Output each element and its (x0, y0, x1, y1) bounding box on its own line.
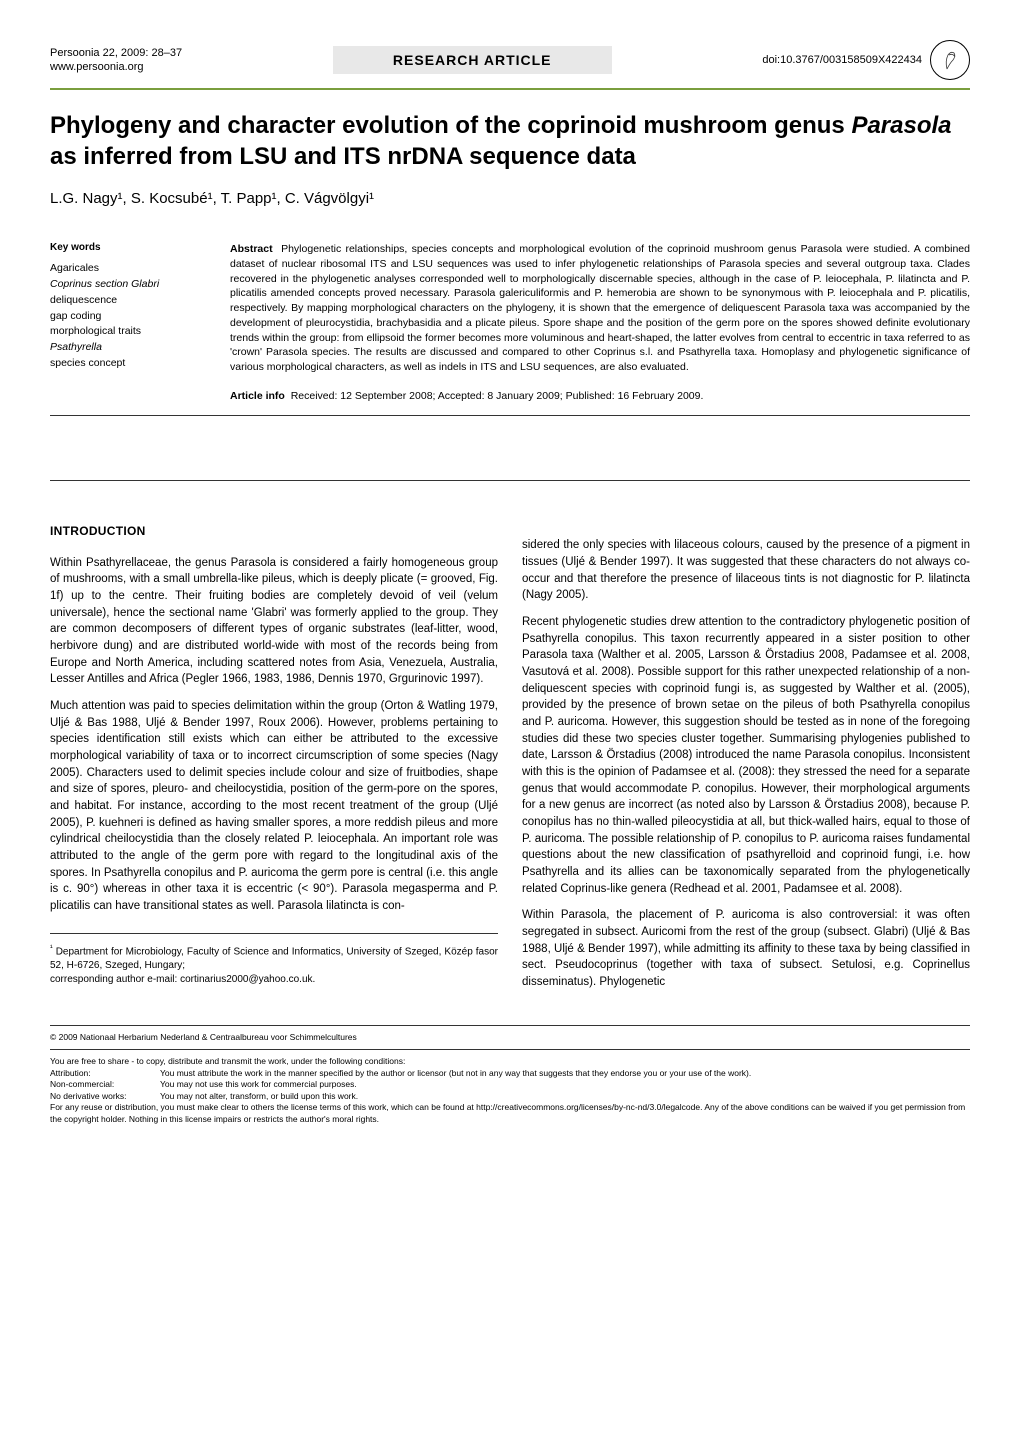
keywords-column: Key words Agaricales Coprinus section Gl… (50, 242, 200, 403)
intro-heading: INTRODUCTION (50, 523, 498, 540)
keyword-item: Psathyrella (50, 340, 200, 356)
footer-row: No derivative works:You may not alter, t… (50, 1091, 970, 1102)
keyword-item: gap coding (50, 309, 200, 325)
page-container: Persoonia 22, 2009: 28–37 www.persoonia.… (0, 0, 1020, 1165)
journal-website: www.persoonia.org (50, 60, 182, 74)
article-info-text: Received: 12 September 2008; Accepted: 8… (291, 390, 704, 402)
header-right: doi:10.3767/003158509X422434 (762, 40, 970, 80)
keyword-item: Agaricales (50, 261, 200, 277)
affiliation-email: corresponding author e-mail: cortinarius… (50, 974, 315, 985)
authors-line: L.G. Nagy¹, S. Kocsubé¹, T. Papp¹, C. Vá… (50, 190, 970, 207)
footer-divider (50, 1049, 970, 1050)
body-paragraph: Recent phylogenetic studies drew attenti… (522, 614, 970, 897)
footer-row: Attribution:You must attribute the work … (50, 1068, 970, 1079)
affiliation-box: ¹ Department for Microbiology, Faculty o… (50, 933, 498, 987)
article-info-label: Article info (230, 390, 285, 402)
abstract-label: Abstract (230, 243, 273, 255)
article-info: Article info Received: 12 September 2008… (230, 389, 970, 404)
header-left: Persoonia 22, 2009: 28–37 www.persoonia.… (50, 46, 182, 75)
section-divider (50, 480, 970, 481)
footer-row-label: Non-commercial: (50, 1079, 160, 1090)
right-column: sidered the only species with lilaceous … (522, 493, 970, 1000)
body-paragraph: Within Parasola, the placement of P. aur… (522, 907, 970, 990)
footer-row-text: You must attribute the work in the manne… (160, 1068, 751, 1078)
abstract-column: Abstract Phylogenetic relationships, spe… (230, 242, 970, 403)
section-divider (50, 415, 970, 416)
body-paragraph: sidered the only species with lilaceous … (522, 537, 970, 604)
header-row: Persoonia 22, 2009: 28–37 www.persoonia.… (50, 40, 970, 80)
left-column: INTRODUCTION Within Psathyrellaceae, the… (50, 493, 498, 1000)
affiliation-marker: ¹ (50, 943, 53, 952)
footer-row-text: You may not use this work for commercial… (160, 1079, 357, 1089)
article-title: Phylogeny and character evolution of the… (50, 110, 970, 172)
doi-text: doi:10.3767/003158509X422434 (762, 54, 922, 66)
footer-final: For any reuse or distribution, you must … (50, 1102, 970, 1125)
journal-citation: Persoonia 22, 2009: 28–37 (50, 46, 182, 60)
body-paragraph: Much attention was paid to species delim… (50, 698, 498, 915)
keyword-item: Coprinus section Glabri (50, 277, 200, 293)
abstract-text: Phylogenetic relationships, species conc… (230, 243, 970, 373)
keyword-item: morphological traits (50, 324, 200, 340)
meta-section: Key words Agaricales Coprinus section Gl… (50, 242, 970, 403)
footer-row-label: No derivative works: (50, 1091, 160, 1102)
keyword-item: species concept (50, 356, 200, 372)
section-label: RESEARCH ARTICLE (333, 46, 612, 74)
body-columns: INTRODUCTION Within Psathyrellaceae, the… (50, 493, 970, 1000)
footer-row: Non-commercial:You may not use this work… (50, 1079, 970, 1090)
keyword-item: deliquescence (50, 293, 200, 309)
footer-row-label: Attribution: (50, 1068, 160, 1079)
body-paragraph: Within Psathyrellaceae, the genus Paraso… (50, 555, 498, 688)
header-divider (50, 88, 970, 90)
footer-section: © 2009 Nationaal Herbarium Nederland & C… (50, 1025, 970, 1125)
footer-row-text: You may not alter, transform, or build u… (160, 1091, 358, 1101)
keywords-heading: Key words (50, 242, 200, 253)
footer-share-intro: You are free to share - to copy, distrib… (50, 1056, 970, 1067)
copyright-line: © 2009 Nationaal Herbarium Nederland & C… (50, 1032, 970, 1043)
footer-divider (50, 1025, 970, 1026)
journal-logo-icon (930, 40, 970, 80)
affiliation-text: Department for Microbiology, Faculty of … (50, 946, 498, 971)
